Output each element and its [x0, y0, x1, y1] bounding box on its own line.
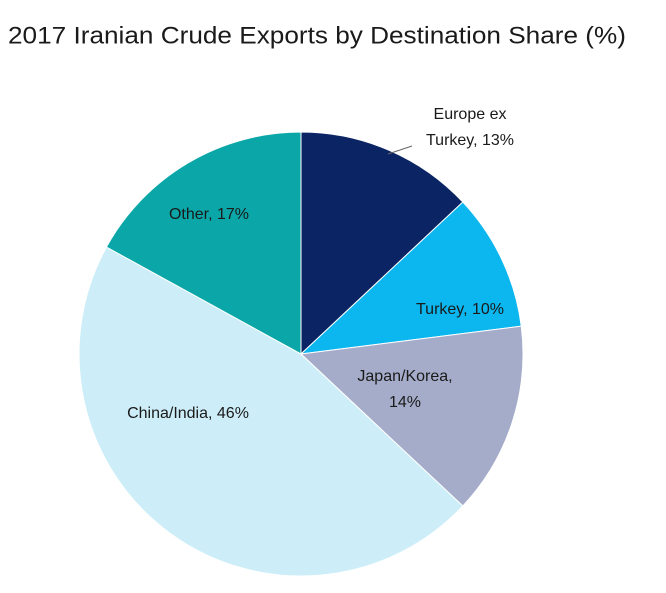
- data-label: Other, 17%: [169, 206, 249, 223]
- pie-slice: [299, 325, 524, 507]
- pie: [78, 131, 524, 577]
- pie-slice: [300, 131, 464, 356]
- data-label: China/India, 46%: [127, 405, 249, 422]
- data-label: Europe ex: [434, 106, 507, 123]
- pie-slice: [299, 201, 522, 355]
- data-label: Turkey, 10%: [416, 301, 504, 318]
- chart-title: 2017 Iranian Crude Exports by Destinatio…: [8, 22, 626, 49]
- data-label: Turkey, 13%: [426, 132, 514, 149]
- pie-slice: [105, 131, 302, 355]
- data-label: 14%: [389, 394, 421, 411]
- leader-line: [387, 145, 413, 155]
- data-labels: Europe ex Turkey, 13% Turkey, 10% Japan/Kor…: [127, 106, 514, 422]
- pie-slice: [78, 246, 464, 577]
- data-label: Japan/Korea,: [357, 368, 452, 385]
